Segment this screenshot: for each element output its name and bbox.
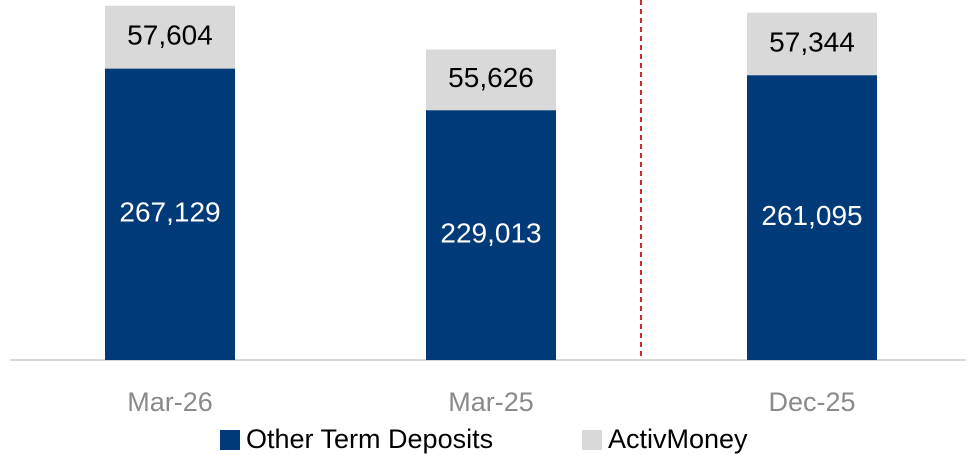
x-tick-label: Mar-26	[127, 387, 213, 417]
legend-label: Other Term Deposits	[246, 424, 493, 454]
value-label: 267,129	[119, 197, 220, 228]
bar-segment	[105, 68, 235, 360]
bar-segment	[105, 5, 235, 69]
value-label: 57,604	[127, 20, 213, 51]
legend-label: ActivMoney	[608, 424, 748, 454]
x-tick-label: Mar-25	[448, 387, 534, 417]
value-label: 229,013	[440, 217, 541, 248]
legend-swatch	[582, 430, 602, 450]
value-label: 261,095	[761, 200, 862, 231]
value-label: 55,626	[448, 62, 534, 93]
bar-segment	[747, 12, 877, 76]
x-tick-label: Dec-25	[768, 387, 855, 417]
bar-segment	[747, 75, 877, 360]
legend-swatch	[220, 430, 240, 450]
value-label: 57,344	[769, 26, 855, 57]
bar-segment	[426, 110, 556, 360]
bar-segment	[426, 49, 556, 111]
